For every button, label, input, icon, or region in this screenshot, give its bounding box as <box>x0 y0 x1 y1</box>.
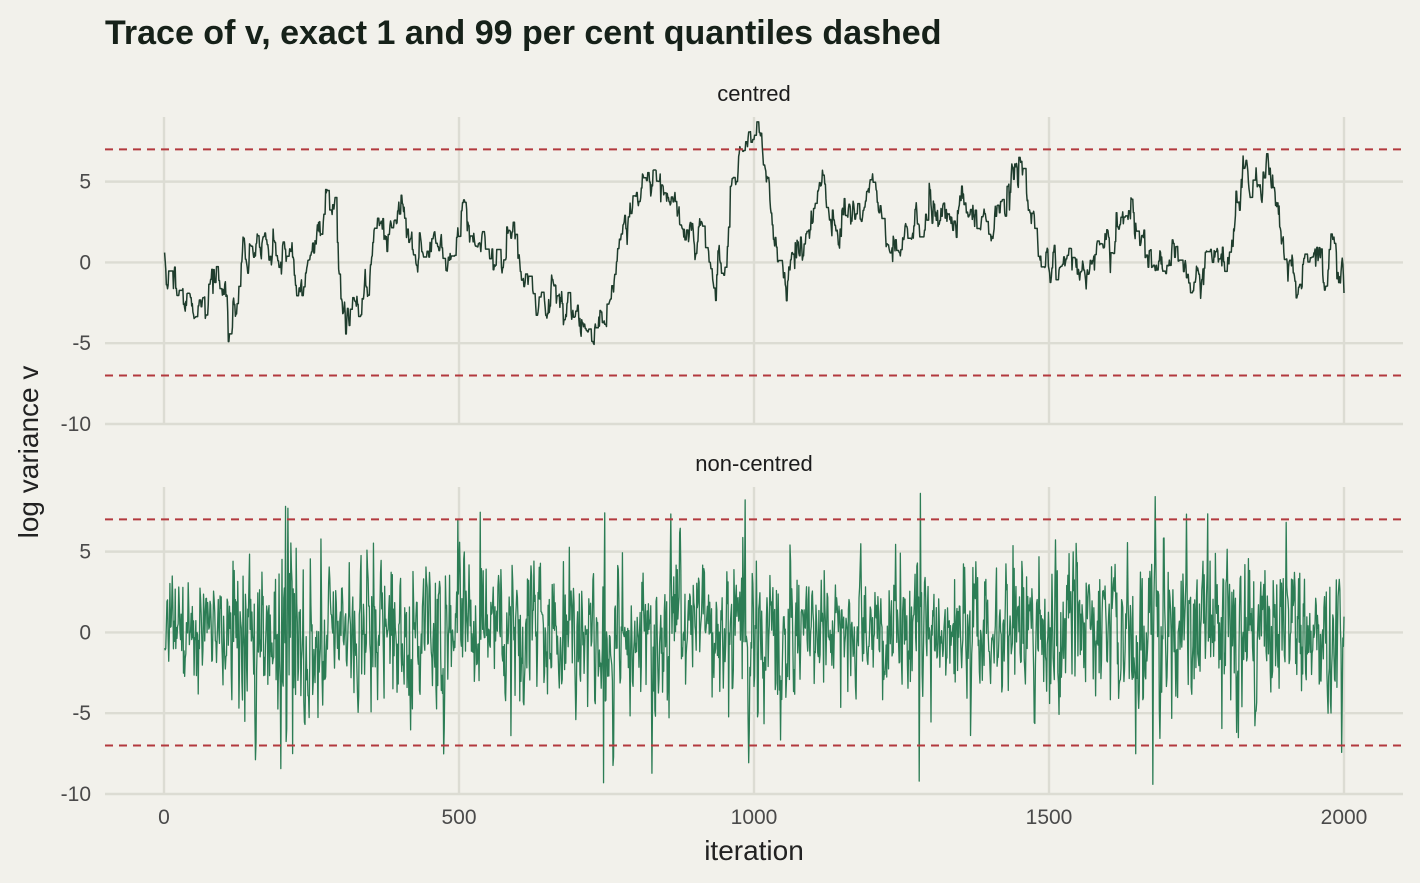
y-tick-label: -10 <box>61 413 91 436</box>
x-tick-label: 1500 <box>1026 806 1073 829</box>
y-tick-label: 0 <box>79 621 91 644</box>
y-axis-title: log variance v <box>13 366 44 539</box>
y-tick-label: 5 <box>79 541 91 564</box>
x-tick-label: 2000 <box>1321 806 1368 829</box>
y-tick-label: -10 <box>61 783 91 806</box>
y-tick-label: 5 <box>79 171 91 194</box>
x-axis-title: iteration <box>704 835 804 866</box>
x-tick-label: 1000 <box>731 806 778 829</box>
trace-line-centred <box>163 121 1345 346</box>
x-axis-ticks: 0 500 1000 1500 2000 <box>158 806 1367 829</box>
y-tick-label: 0 <box>79 251 91 274</box>
y-tick-label: -5 <box>72 332 91 355</box>
trace-line-non-centred <box>163 492 1345 785</box>
panel-centred: -10 -5 0 5 <box>61 117 1403 436</box>
panel-non-centred: -10 -5 0 5 <box>61 487 1403 806</box>
chart-title: Trace of v, exact 1 and 99 per cent quan… <box>105 14 941 52</box>
panel-strip-non-centred: non-centred <box>695 451 812 476</box>
panel-strip-centred: centred <box>717 81 790 106</box>
x-tick-label: 0 <box>158 806 170 829</box>
x-tick-label: 500 <box>441 806 476 829</box>
y-tick-label: -5 <box>72 702 91 725</box>
